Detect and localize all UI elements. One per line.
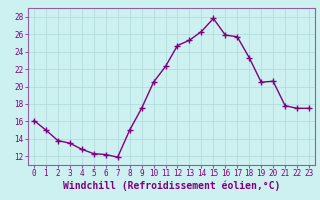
X-axis label: Windchill (Refroidissement éolien,°C): Windchill (Refroidissement éolien,°C)	[63, 181, 280, 191]
